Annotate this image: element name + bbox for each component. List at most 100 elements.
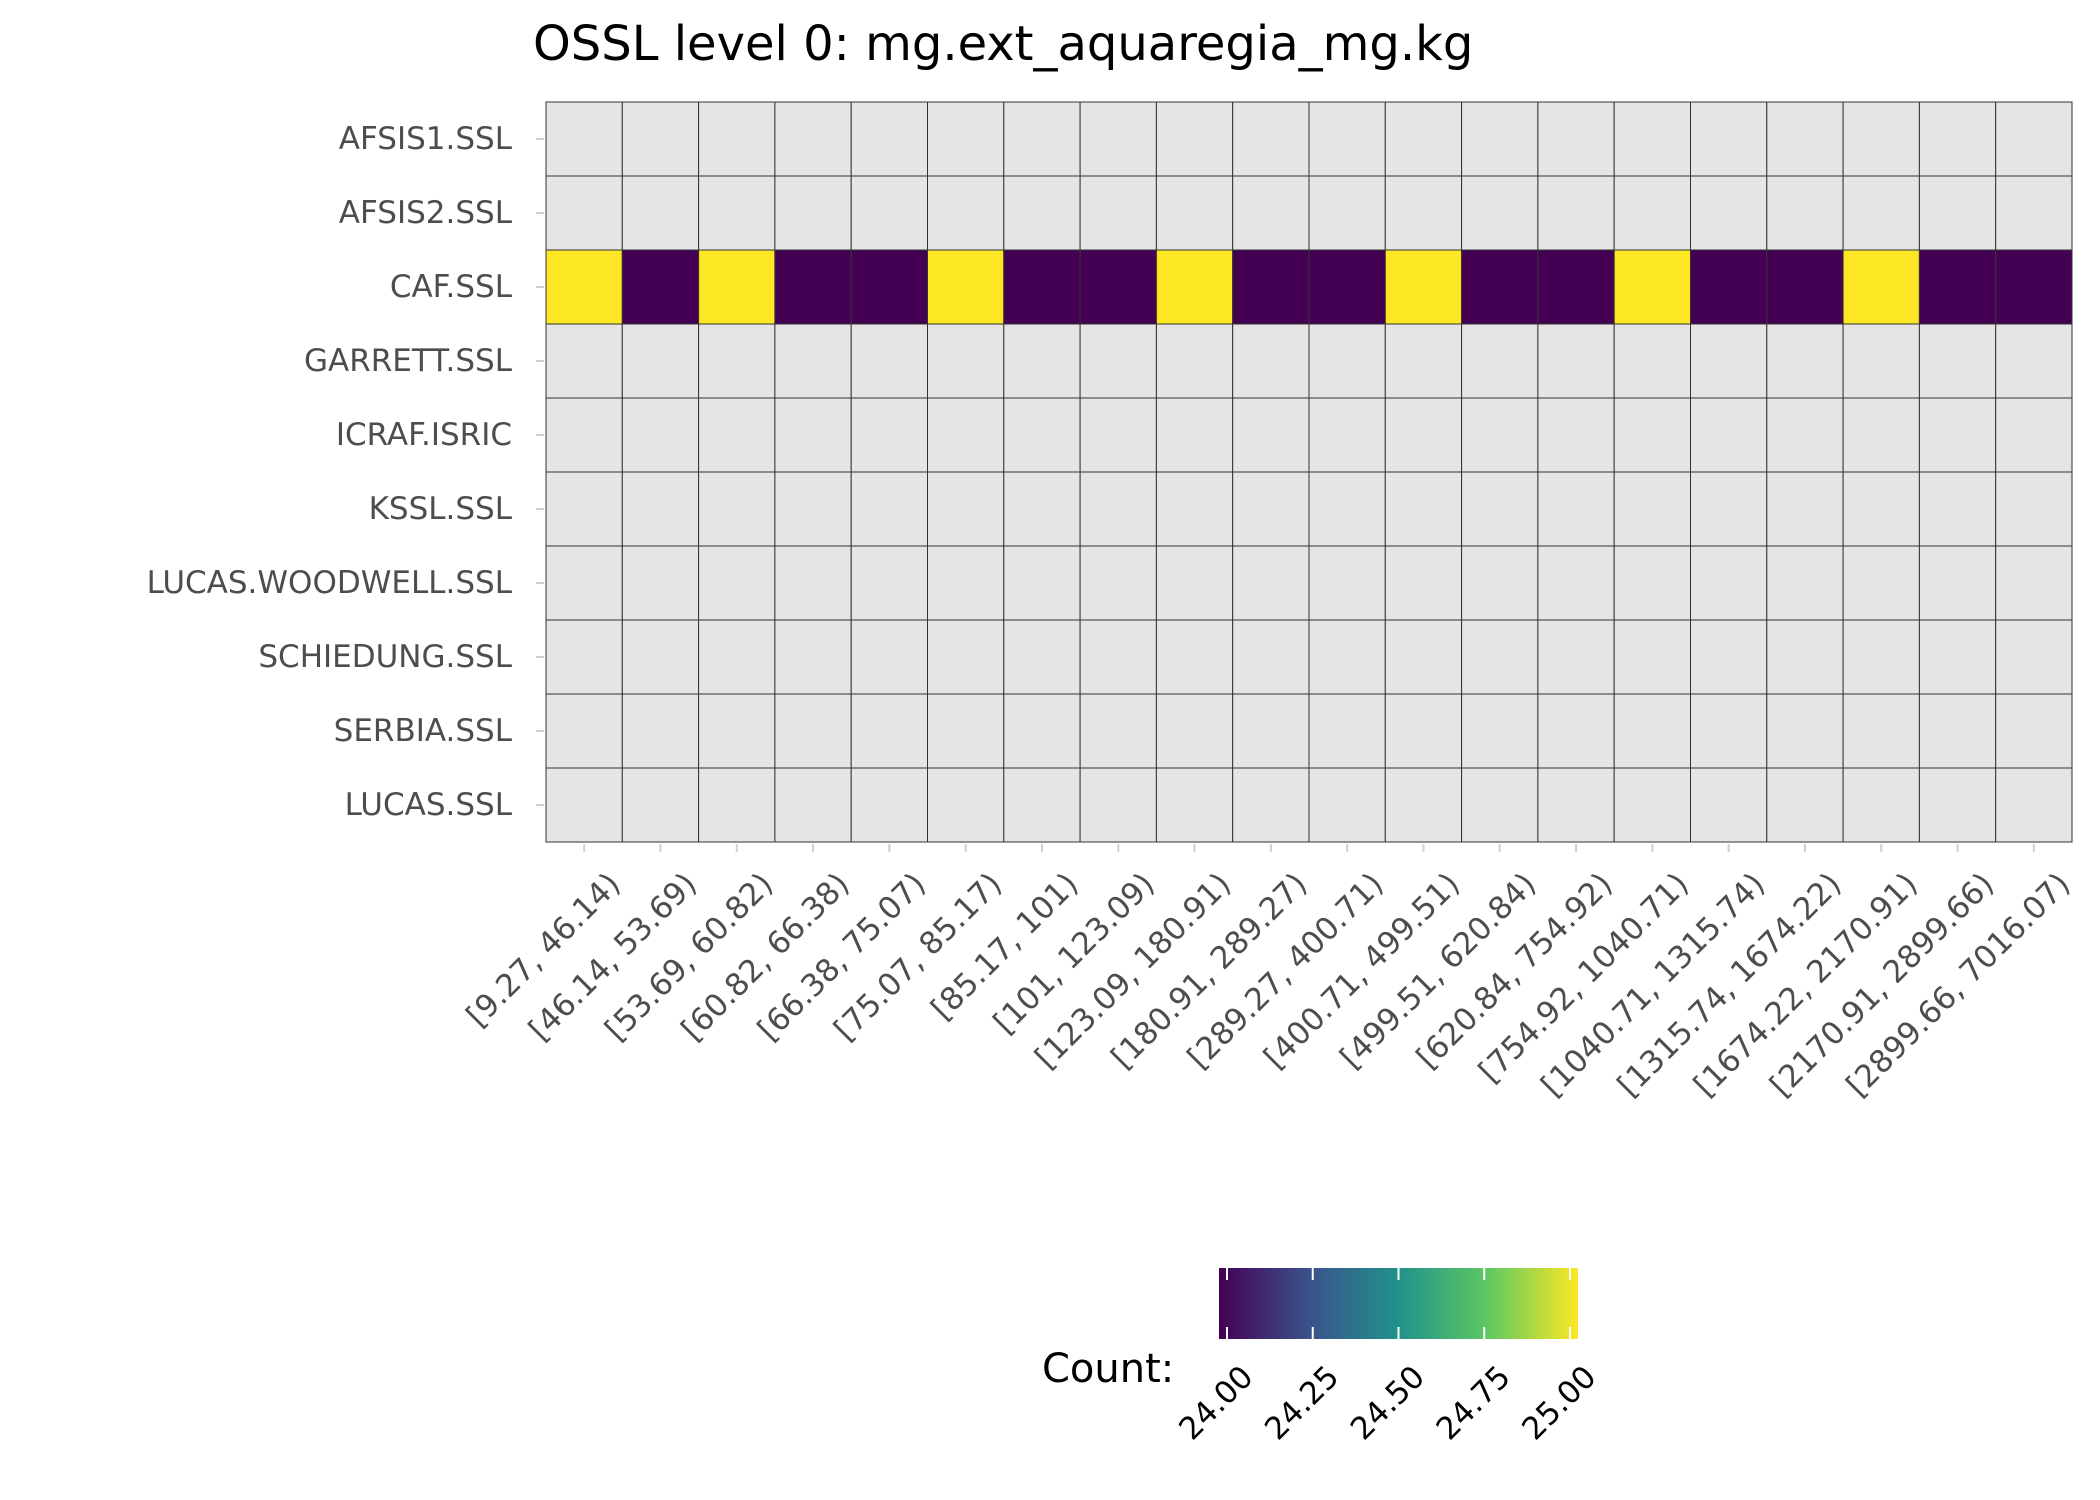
heatmap-cell (1766, 323, 1844, 399)
heatmap-cell (1613, 175, 1691, 251)
heatmap-cell (1232, 249, 1310, 325)
heatmap-cell (927, 767, 1005, 843)
heatmap-cell (621, 397, 700, 473)
heatmap-cell (850, 101, 929, 177)
heatmap-cell (1537, 249, 1615, 325)
heatmap-cell (1308, 619, 1386, 695)
heatmap-cell (698, 249, 776, 325)
heatmap-cell (1995, 619, 2073, 695)
heatmap-cell (1155, 397, 1234, 473)
heatmap-cell (927, 101, 1005, 177)
y-axis: AFSIS1.SSL AFSIS2.SSL CAF.SSL GARRETT.SSL IC… (147, 121, 544, 823)
heatmap-cell (1155, 545, 1234, 621)
heatmap-cell (1766, 693, 1844, 769)
heatmap-cell (1613, 471, 1691, 547)
heatmap-cell (1384, 619, 1463, 695)
heatmap-cell (1842, 545, 1920, 621)
heatmap-cell (1918, 397, 1997, 473)
heatmap-cell (545, 619, 623, 695)
heatmap-cell (1690, 545, 1768, 621)
heatmap-cell (927, 397, 1005, 473)
heatmap-cell (927, 619, 1005, 695)
y-tick-label: SERBIA.SSL (334, 713, 513, 749)
heatmap-cell (927, 175, 1005, 251)
heatmap-cell (1766, 175, 1844, 251)
heatmap-cell (1155, 249, 1234, 325)
legend-tick-label: 24.25 (1258, 1359, 1346, 1447)
heatmap-cell (1613, 101, 1691, 177)
heatmap-cell (545, 323, 623, 399)
heatmap-cell (1155, 175, 1234, 251)
heatmap-cell (1842, 101, 1920, 177)
heatmap-cell (1232, 323, 1310, 399)
heatmap-cell (698, 397, 776, 473)
heatmap-cell (774, 545, 852, 621)
heatmap-cell (621, 545, 700, 621)
heatmap-cell (850, 619, 929, 695)
heatmap-cell (1003, 767, 1081, 843)
heatmap-cell (1537, 175, 1615, 251)
heatmap-cell (1537, 693, 1615, 769)
heatmap-cell (621, 249, 700, 325)
heatmap-cell (927, 249, 1005, 325)
heatmap-cell (1995, 323, 2073, 399)
heatmap-cell (621, 471, 700, 547)
heatmap-cell (1155, 619, 1234, 695)
heatmap-cell (1232, 471, 1310, 547)
heatmap-cell (774, 323, 852, 399)
heatmap-cell (1003, 323, 1081, 399)
heatmap-cell (1918, 101, 1997, 177)
heatmap-cell (1690, 767, 1768, 843)
heatmap-cell (1842, 767, 1920, 843)
heatmap-cell (1918, 471, 1997, 547)
heatmap-cell (850, 397, 929, 473)
heatmap-cell (1384, 323, 1463, 399)
heatmap-cell (1079, 249, 1157, 325)
heatmap-cell (698, 545, 776, 621)
heatmap-cell (1308, 249, 1386, 325)
chart-title: OSSL level 0: mg.ext_aquaregia_mg.kg (533, 16, 1473, 72)
heatmap-cell (774, 619, 852, 695)
heatmap-cell (1918, 175, 1997, 251)
heatmap-cell (1918, 693, 1997, 769)
heatmap-cell (1461, 101, 1539, 177)
heatmap-cell (1613, 323, 1691, 399)
heatmap-cell (1842, 619, 1920, 695)
heatmap-cell (927, 545, 1005, 621)
heatmap-cell (545, 101, 623, 177)
heatmap-cell (1918, 767, 1997, 843)
heatmap-cell (1155, 471, 1234, 547)
heatmap-cell (1766, 101, 1844, 177)
heatmap-cell (1690, 101, 1768, 177)
heatmap-cell (1995, 175, 2073, 251)
heatmap-cell (1079, 767, 1157, 843)
heatmap-cell (1995, 767, 2073, 843)
y-tick-label: KSSL.SSL (369, 491, 513, 527)
heatmap-cell (774, 175, 852, 251)
heatmap-cell (1842, 471, 1920, 547)
heatmap-cell (1690, 249, 1768, 325)
heatmap-cell (1537, 545, 1615, 621)
heatmap-cell (1995, 471, 2073, 547)
heatmap-cell (1995, 545, 2073, 621)
heatmap-cells (545, 101, 2073, 843)
heatmap-cell (698, 323, 776, 399)
heatmap-cell (1232, 619, 1310, 695)
y-tick-label: SCHIEDUNG.SSL (258, 639, 512, 675)
heatmap-cell (545, 471, 623, 547)
heatmap-cell (1461, 397, 1539, 473)
x-axis: [9.27, 46.14)[46.14, 53.69)[53.69, 60.82… (460, 844, 2077, 1104)
heatmap-cell (1384, 693, 1463, 769)
heatmap-cell (1613, 693, 1691, 769)
y-tick-label: ICRAF.ISRIC (336, 417, 512, 453)
heatmap-cell (1384, 545, 1463, 621)
heatmap-cell (1384, 767, 1463, 843)
heatmap-cell (1384, 101, 1463, 177)
heatmap-cell (1308, 767, 1386, 843)
heatmap-cell (850, 471, 929, 547)
legend-title: Count: (1042, 1346, 1174, 1392)
heatmap-cell (1079, 693, 1157, 769)
heatmap-cell (927, 471, 1005, 547)
y-tick-label: CAF.SSL (390, 269, 513, 305)
heatmap-cell (1155, 767, 1234, 843)
